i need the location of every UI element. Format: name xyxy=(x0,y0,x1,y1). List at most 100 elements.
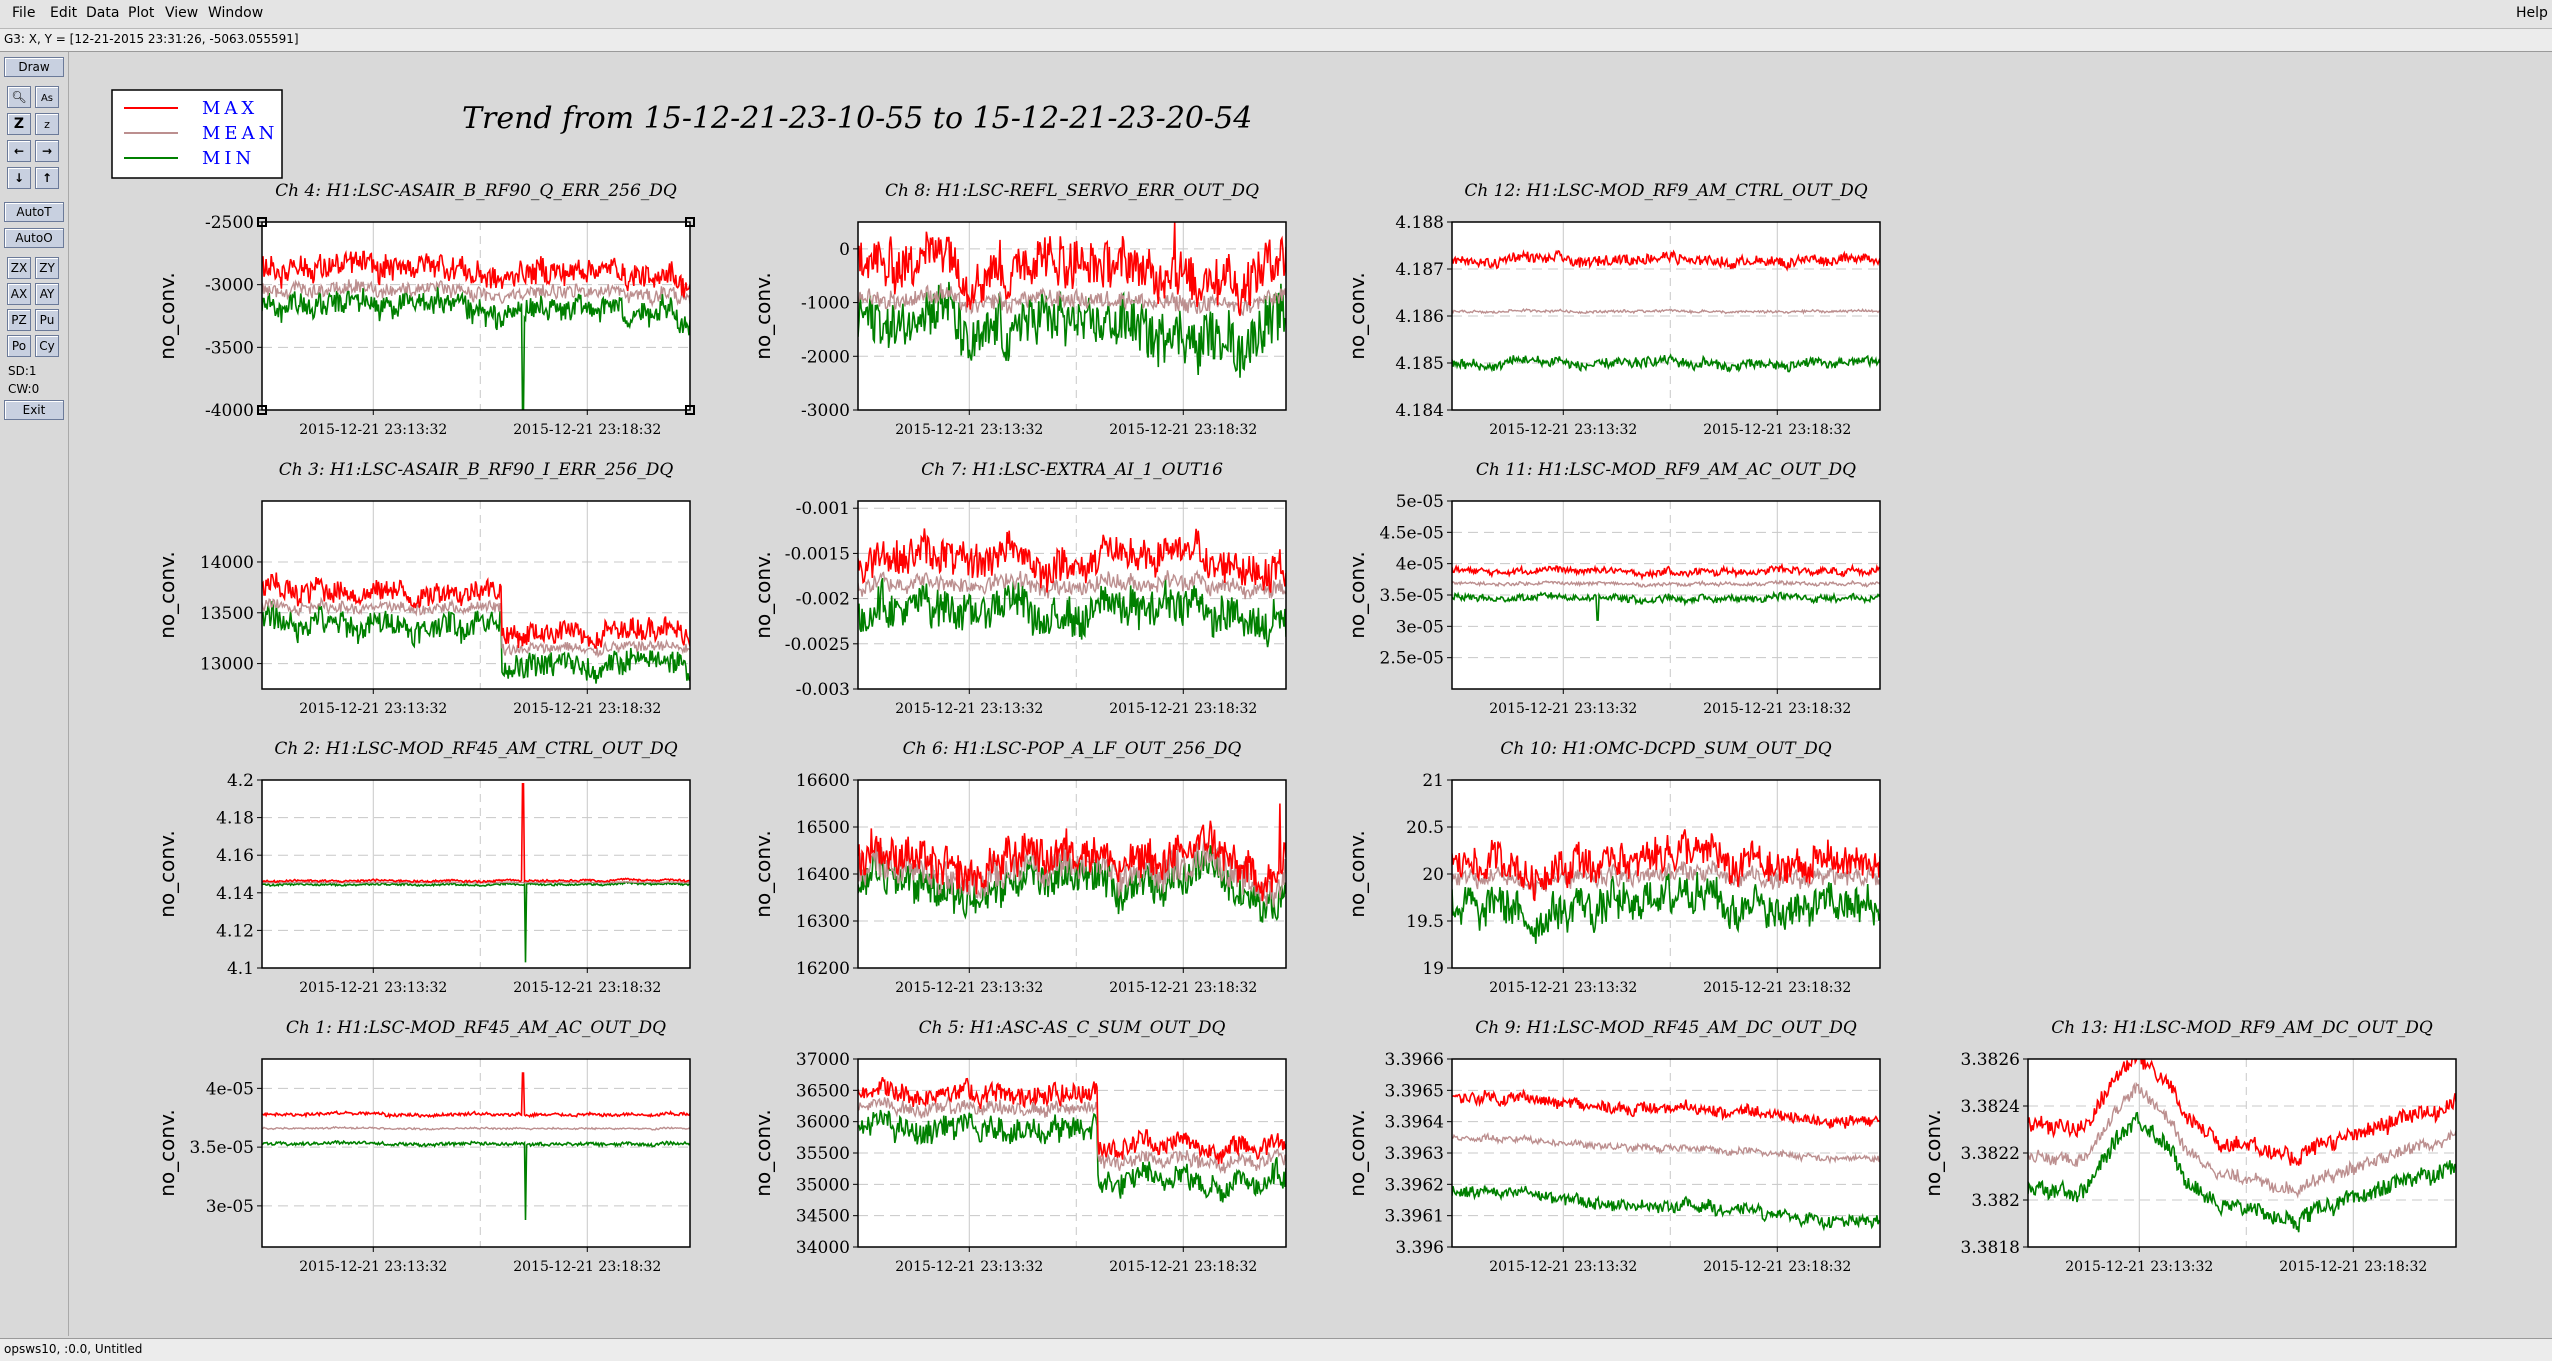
pan-right-button[interactable]: → xyxy=(35,140,59,162)
cy-button[interactable]: Cy xyxy=(35,335,59,357)
y-tick-label: 3e-05 xyxy=(206,1197,254,1217)
plot-frame xyxy=(261,1058,691,1248)
arrow-up-icon: ↑ xyxy=(41,171,53,185)
pan-down-button[interactable]: ↓ xyxy=(7,167,31,189)
plot-frame xyxy=(857,221,1287,411)
chart-panel-13[interactable]: 3.3826 3.3824 3.3822 3.382 3.3818 2015-12-21 … xyxy=(1921,1018,2457,1275)
menu-data[interactable]: Data xyxy=(86,5,120,21)
pz-button[interactable]: PZ xyxy=(7,309,31,331)
chart-title: Ch 4: H1:LSC-ASAIR_B_RF90_Q_ERR_256_DQ xyxy=(275,181,677,201)
zoom-out-button[interactable]: z xyxy=(35,113,59,135)
menu-help[interactable]: Help xyxy=(2516,5,2548,21)
y-axis-label: no_conv. xyxy=(1345,551,1369,638)
plot-frame xyxy=(857,1058,1287,1248)
plot-frame xyxy=(857,779,1287,969)
zy-button[interactable]: ZY xyxy=(35,257,59,279)
chart-title: Ch 6: H1:LSC-POP_A_LF_OUT_256_DQ xyxy=(903,739,1242,759)
x-tick-label: 2015-12-21 23:18:32 xyxy=(513,701,661,717)
y-tick-label: 13500 xyxy=(200,604,254,624)
x-tick-label: 2015-12-21 23:13:32 xyxy=(299,1259,447,1275)
zoom-in-button[interactable]: Z xyxy=(7,113,31,135)
chart-title: Ch 12: H1:LSC-MOD_RF9_AM_CTRL_OUT_DQ xyxy=(1464,181,1867,201)
y-tick-label: 4.188 xyxy=(1395,213,1444,233)
chart-panel-10[interactable]: 4e-05 3.5e-05 3e-05 2015-12-21 23:13:32 2015… xyxy=(155,1018,691,1275)
y-tick-label: 3.3818 xyxy=(1961,1238,2020,1258)
plot-frame xyxy=(261,221,691,411)
chart-panel-2[interactable]: 0 -1000 -2000 -3000 2015-12-21 23:13:32 2015-… xyxy=(751,181,1287,438)
y-axis-label: no_conv. xyxy=(751,1109,775,1196)
pu-button[interactable]: Pu xyxy=(35,309,59,331)
y-tick-label: 16300 xyxy=(796,912,850,932)
ax-button[interactable]: AX xyxy=(7,283,31,305)
pan-left-button[interactable]: ← xyxy=(7,140,31,162)
zx-button[interactable]: ZX xyxy=(7,257,31,279)
y-tick-label: 4.5e-05 xyxy=(1380,523,1444,543)
y-tick-label: 3.3822 xyxy=(1961,1144,2020,1164)
menu-window[interactable]: Window xyxy=(208,5,264,21)
y-tick-label: 16400 xyxy=(796,865,850,885)
chart-panel-5[interactable]: -0.001 -0.0015 -0.002 -0.0025 -0.003 2015-12-… xyxy=(751,460,1287,717)
y-tick-label: 16200 xyxy=(796,959,850,979)
y-tick-label: 4.16 xyxy=(216,846,254,866)
selection-handle[interactable] xyxy=(685,217,695,227)
pan-up-button[interactable]: ↑ xyxy=(35,167,59,189)
plot-frame xyxy=(2027,1058,2457,1248)
y-tick-label: 4e-05 xyxy=(206,1079,254,1099)
chart-panel-12[interactable]: 3.3966 3.3965 3.3964 3.3963 3.3962 3.3961 3.39… xyxy=(1345,1018,1881,1275)
y-tick-label: 3.382 xyxy=(1971,1191,2020,1211)
menu-file[interactable]: File xyxy=(12,5,36,21)
selection-handle[interactable] xyxy=(685,405,695,415)
menu-edit[interactable]: Edit xyxy=(50,5,78,21)
coordinate-text: G3: X, Y = [12-21-2015 23:31:26, -5063.0… xyxy=(4,32,299,46)
series-line-max xyxy=(262,1072,690,1119)
y-tick-label: 16500 xyxy=(796,818,850,838)
menu-view[interactable]: View xyxy=(165,5,199,21)
plot-frame xyxy=(857,500,1287,690)
y-tick-label: 35000 xyxy=(796,1175,850,1195)
po-button[interactable]: Po xyxy=(7,335,31,357)
coordinate-readout: G3: X, Y = [12-21-2015 23:31:26, -5063.0… xyxy=(0,29,2552,52)
x-tick-label: 2015-12-21 23:13:32 xyxy=(299,701,447,717)
chart-panel-7[interactable]: 4.2 4.18 4.16 4.14 4.12 4.1 2015-12-21 23:13:3… xyxy=(155,739,691,996)
menu-plot[interactable]: Plot xyxy=(128,5,155,21)
zoom-button[interactable]: 🔍︎ xyxy=(7,86,31,108)
selection-handle[interactable] xyxy=(257,217,267,227)
x-tick-label: 2015-12-21 23:18:32 xyxy=(1703,422,1851,438)
chart-panel-6[interactable]: 5e-05 4.5e-05 4e-05 3.5e-05 3e-05 2.5e-05 2015… xyxy=(1345,460,1881,717)
arrow-down-icon: ↓ xyxy=(13,171,25,185)
legend-min-label: MIN xyxy=(202,148,255,169)
ay-button[interactable]: AY xyxy=(35,283,59,305)
autot-button[interactable]: AutoT xyxy=(4,202,64,222)
series-line-mean xyxy=(262,880,690,884)
chart-title: Ch 11: H1:LSC-MOD_RF9_AM_AC_OUT_DQ xyxy=(1476,460,1856,480)
y-tick-label: 14000 xyxy=(200,553,254,573)
draw-button[interactable]: Draw xyxy=(4,57,64,77)
chart-title: Ch 3: H1:LSC-ASAIR_B_RF90_I_ERR_256_DQ xyxy=(279,460,674,480)
y-axis-label: no_conv. xyxy=(751,830,775,917)
status-text: opsws10, :0.0, Untitled xyxy=(4,1342,143,1356)
y-tick-label: 4.185 xyxy=(1395,354,1444,374)
y-tick-label: 19.5 xyxy=(1406,912,1444,932)
series-line-min xyxy=(858,577,1286,648)
y-tick-label: 34500 xyxy=(796,1207,850,1227)
chart-panel-4[interactable]: 14000 13500 13000 2015-12-21 23:13:32 2015-1… xyxy=(155,460,691,717)
autoscale-button[interactable]: As xyxy=(35,86,59,108)
chart-panel-11[interactable]: 37000 36500 36000 35500 35000 34500 34000 2015-… xyxy=(751,1018,1287,1275)
chart-panel-3[interactable]: 4.188 4.187 4.186 4.185 4.184 2015-12-21 23:1… xyxy=(1345,181,1881,438)
chart-panel-9[interactable]: 21 20.5 20 19.5 19 2015-12-21 23:13:32 2015-12… xyxy=(1345,739,1881,996)
autoo-button[interactable]: AutoO xyxy=(4,228,64,248)
exit-button[interactable]: Exit xyxy=(4,400,64,420)
y-axis-label: no_conv. xyxy=(155,551,179,638)
x-tick-label: 2015-12-21 23:18:32 xyxy=(513,1259,661,1275)
chart-panel-8[interactable]: 16600 16500 16400 16300 16200 2015-12-21 23:1… xyxy=(751,739,1287,996)
selection-handle[interactable] xyxy=(257,405,267,415)
y-axis-label: no_conv. xyxy=(155,1109,179,1196)
y-tick-label: -0.0025 xyxy=(785,635,850,655)
series-line-min xyxy=(2028,1111,2456,1233)
series-line-max xyxy=(1452,1088,1880,1129)
series-line-min xyxy=(1452,1185,1880,1232)
y-tick-label: 5e-05 xyxy=(1396,492,1444,512)
plot-frame xyxy=(1451,500,1881,690)
chart-panel-1[interactable]: -2500 -3000 -3500 -4000 2015-12-21 23:13:32 2… xyxy=(155,181,695,438)
